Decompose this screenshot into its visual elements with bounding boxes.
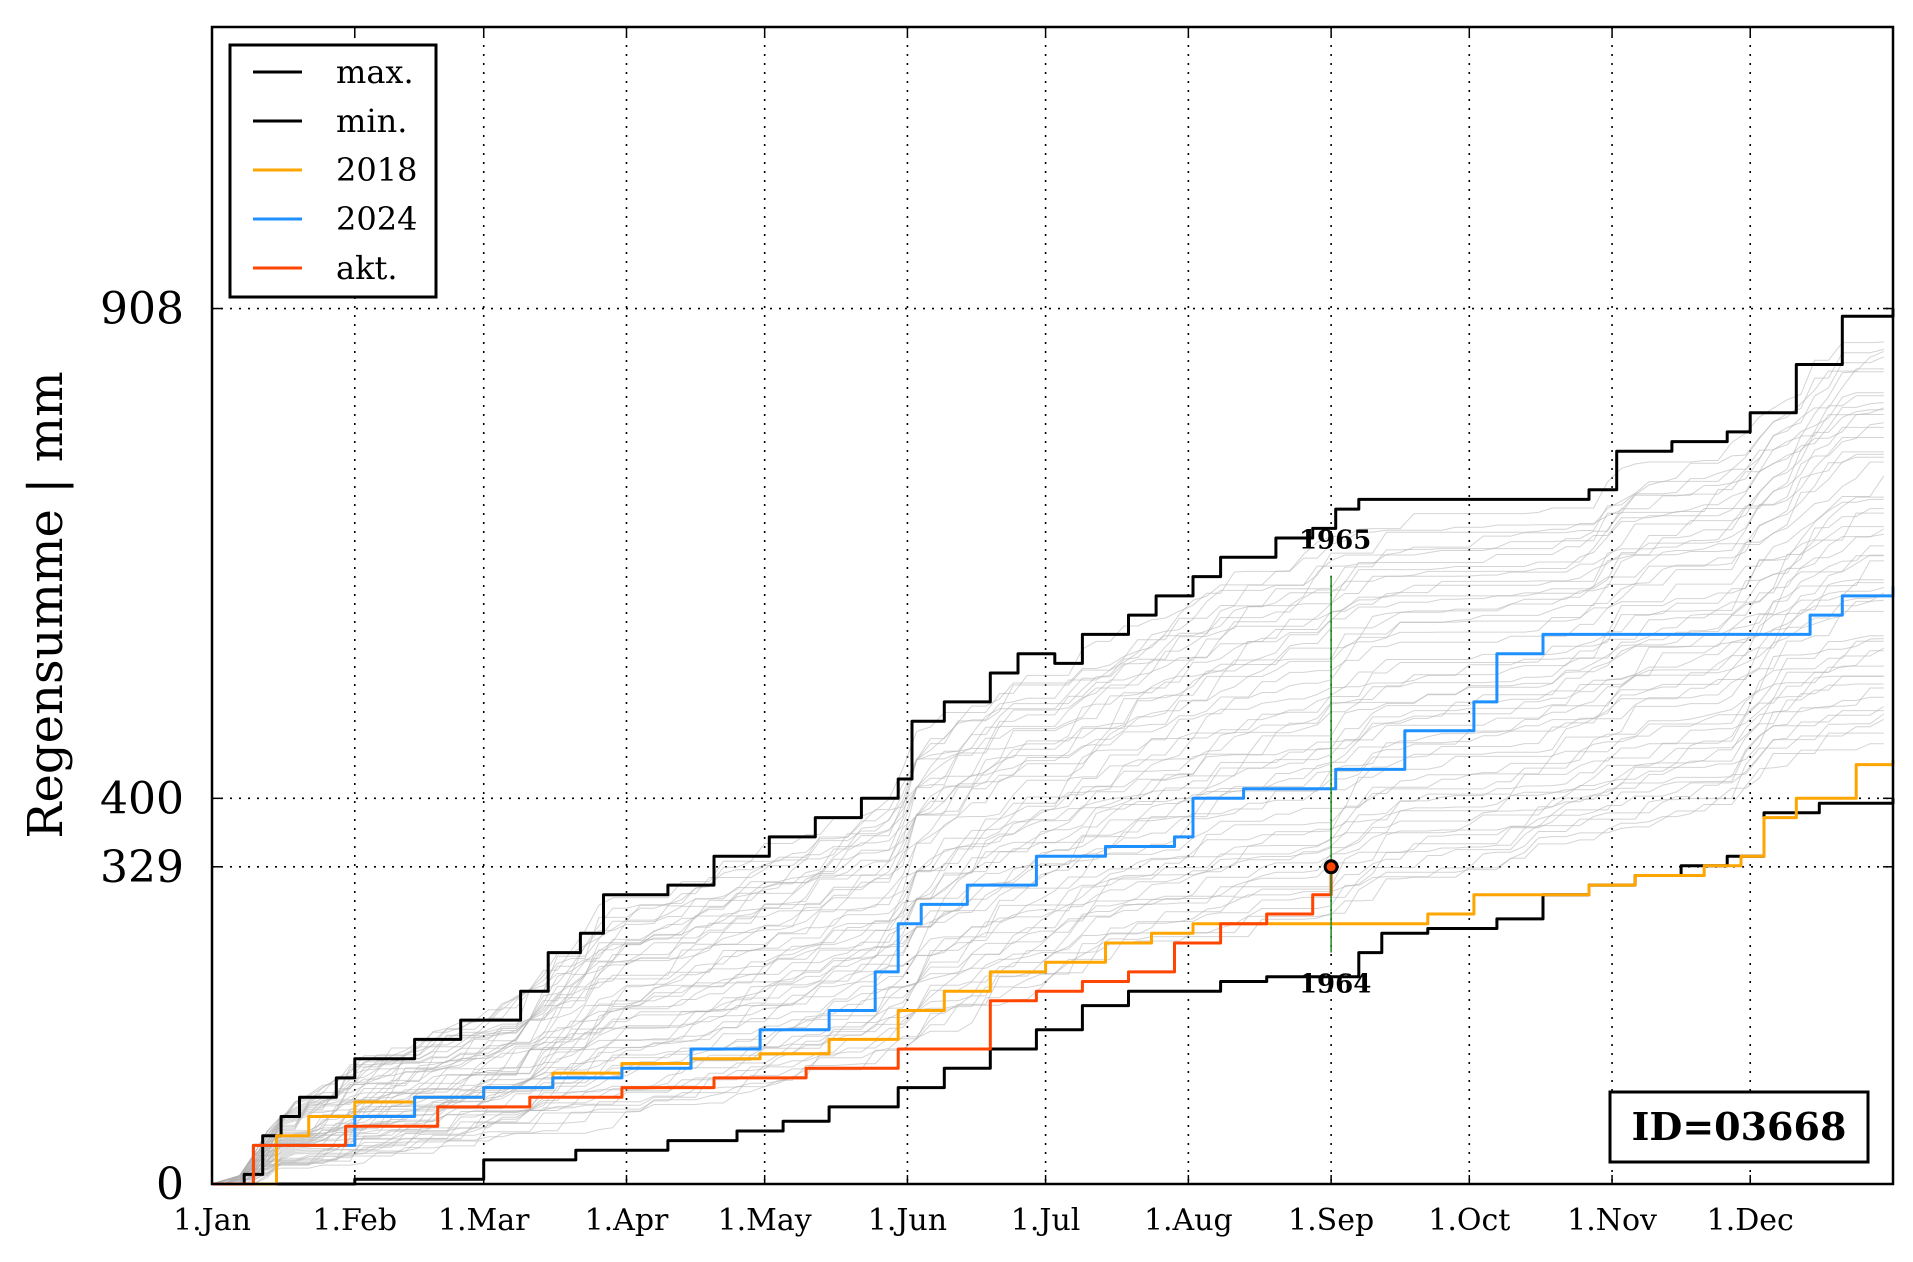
historical-year-curve bbox=[212, 687, 1884, 1185]
historical-year-curve bbox=[211, 683, 1884, 1185]
x-tick-label: 1.Apr bbox=[585, 1203, 669, 1238]
historical-year-curve bbox=[212, 475, 1885, 1185]
historical-year-curve bbox=[211, 706, 1885, 1185]
historical-year-curve bbox=[212, 498, 1884, 1185]
historical-year-curve bbox=[212, 392, 1884, 1185]
station-id-box: ID=03668 bbox=[1608, 1090, 1870, 1164]
historical-year-curve bbox=[211, 599, 1884, 1185]
annotations: 1965 1964 bbox=[1299, 526, 1371, 1000]
historical-year-curve bbox=[211, 409, 1884, 1185]
historical-year-curve bbox=[211, 533, 1884, 1185]
historical-year-curve bbox=[211, 555, 1884, 1185]
series-line-max bbox=[212, 308, 1895, 1186]
x-tick-label: 1.May bbox=[718, 1203, 812, 1238]
legend-label: 2024 bbox=[336, 200, 417, 238]
x-tick-label: 1.Nov bbox=[1567, 1203, 1657, 1238]
x-tick-label: 1.Sep bbox=[1288, 1203, 1374, 1238]
legend-label: akt. bbox=[336, 249, 398, 287]
x-tick-label: 1.Jul bbox=[1011, 1203, 1081, 1238]
historical-year-curve bbox=[211, 402, 1884, 1185]
year-annotation: 1965 bbox=[1299, 526, 1371, 556]
historical-year-curve bbox=[212, 713, 1885, 1185]
historical-year-curve bbox=[211, 640, 1884, 1185]
historical-year-curve bbox=[211, 665, 1884, 1185]
y-tick-label: 908 bbox=[100, 284, 184, 335]
plot-frame bbox=[210, 25, 1895, 1186]
historical-year-curve bbox=[211, 348, 1884, 1185]
id-label: ID=03668 bbox=[1632, 1104, 1847, 1149]
historical-year-curve bbox=[211, 461, 1884, 1185]
historical-year-curve bbox=[212, 526, 1884, 1185]
historical-year-curve bbox=[211, 414, 1884, 1185]
historical-year-curve bbox=[212, 638, 1884, 1185]
historical-year-curve bbox=[211, 545, 1884, 1185]
y-tick-label: 0 bbox=[156, 1159, 184, 1210]
historical-year-curve bbox=[212, 718, 1885, 1185]
historical-year-curve bbox=[211, 732, 1884, 1185]
historical-year-curve bbox=[212, 579, 1884, 1185]
historical-year-curve bbox=[212, 554, 1884, 1185]
x-tick-label: 1.Mar bbox=[438, 1203, 530, 1238]
x-tick-label: 1.Jun bbox=[868, 1203, 947, 1238]
historical-year-curve bbox=[212, 350, 1884, 1185]
current-value-marker bbox=[1323, 859, 1339, 875]
x-tick-label: 1.Dec bbox=[1707, 1203, 1794, 1238]
historical-year-curve bbox=[212, 594, 1884, 1185]
historical-year-curve bbox=[212, 696, 1884, 1185]
historical-year-curve bbox=[211, 650, 1884, 1185]
series-layer bbox=[212, 308, 1895, 1186]
historical-year-curve bbox=[211, 710, 1884, 1185]
x-tick-label: 1.Feb bbox=[312, 1203, 397, 1238]
historical-year-curve bbox=[211, 371, 1884, 1185]
historical-year-curve bbox=[212, 528, 1885, 1185]
x-tick-label: 1.Oct bbox=[1428, 1203, 1510, 1238]
x-tick-label: 1.Jan bbox=[173, 1203, 251, 1238]
historical-year-curve bbox=[211, 437, 1884, 1185]
historical-year-curve bbox=[212, 407, 1884, 1185]
historical-year-curve bbox=[212, 647, 1885, 1185]
historical-year-curve bbox=[211, 508, 1884, 1185]
historical-year-curve bbox=[211, 635, 1884, 1185]
historical-year-curve bbox=[211, 512, 1884, 1185]
historical-year-curve bbox=[211, 451, 1884, 1185]
historical-year-curve bbox=[211, 456, 1884, 1185]
historical-year-curve bbox=[212, 341, 1884, 1185]
y-tick-label: 400 bbox=[100, 773, 184, 824]
background-years bbox=[211, 341, 1885, 1185]
historical-year-curve bbox=[212, 743, 1884, 1185]
historical-year-curve bbox=[211, 675, 1884, 1185]
historical-year-curve bbox=[212, 426, 1884, 1185]
legend-label: max. bbox=[336, 53, 414, 91]
legend-label: 2018 bbox=[336, 151, 417, 189]
y-axis-label: Regensumme | mm bbox=[18, 371, 74, 838]
legend-label: min. bbox=[336, 102, 407, 140]
legend: max. min. 2018 2024 akt. bbox=[228, 43, 438, 299]
year-annotation: 1964 bbox=[1299, 970, 1371, 1000]
series-line-2024 bbox=[212, 586, 1895, 1186]
y-tick-label: 329 bbox=[100, 842, 184, 893]
axes: 1.Jan 1.Feb 1.Mar 1.Apr 1.May 1.Jun 1.Jul 1.Aug… bbox=[100, 27, 1893, 1238]
series-line-akt bbox=[212, 866, 1333, 1186]
id-box-frame bbox=[1608, 1090, 1870, 1164]
x-tick-label: 1.Aug bbox=[1144, 1203, 1233, 1238]
